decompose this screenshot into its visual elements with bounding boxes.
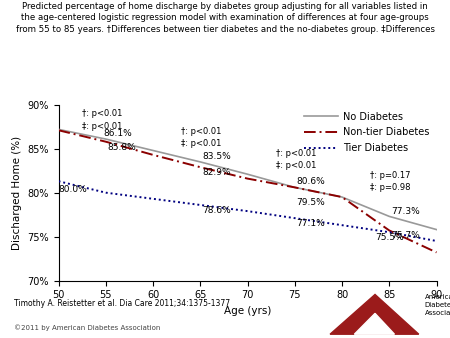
Legend: No Diabetes, Non-tier Diabetes, Tier Diabetes: No Diabetes, Non-tier Diabetes, Tier Dia… [302, 110, 432, 155]
Text: 82.9%: 82.9% [202, 168, 231, 177]
Text: 83.5%: 83.5% [202, 151, 231, 161]
Text: 77.1%: 77.1% [297, 219, 325, 228]
Text: 77.3%: 77.3% [391, 207, 420, 216]
No Diabetes [387, 214, 392, 218]
Tier Diabetes [434, 239, 439, 243]
Tier Diabetes [387, 230, 392, 234]
No Diabetes [150, 148, 156, 152]
Text: Predicted percentage of home discharge by diabetes group adjusting for all varia: Predicted percentage of home discharge b… [15, 2, 435, 34]
Polygon shape [330, 294, 419, 334]
No Diabetes [434, 227, 439, 232]
Tier Diabetes [150, 197, 156, 201]
Non-tier Diabetes [292, 185, 297, 189]
Text: †: p=0.17
‡: p=0.98: †: p=0.17 ‡: p=0.98 [370, 171, 411, 192]
Text: American
Diabetes
Association.: American Diabetes Association. [425, 294, 450, 316]
Text: 80.6%: 80.6% [297, 177, 325, 186]
No Diabetes [292, 185, 297, 189]
Non-tier Diabetes [387, 228, 392, 233]
Text: 79.5%: 79.5% [297, 198, 325, 207]
Tier Diabetes [198, 203, 203, 207]
Tier Diabetes [103, 191, 108, 195]
Non-tier Diabetes [103, 140, 108, 144]
Non-tier Diabetes [434, 250, 439, 255]
Text: 75.7%: 75.7% [391, 231, 420, 240]
Non-tier Diabetes [56, 128, 61, 132]
Text: 75.5%: 75.5% [375, 233, 404, 242]
Non-tier Diabetes [150, 153, 156, 157]
Tier Diabetes [339, 223, 345, 227]
Text: 78.6%: 78.6% [202, 206, 231, 215]
Tier Diabetes [245, 209, 250, 213]
No Diabetes [56, 127, 61, 131]
Text: †: p<0.01
‡: p<0.01: †: p<0.01 ‡: p<0.01 [276, 149, 316, 170]
X-axis label: Age (yrs): Age (yrs) [224, 306, 271, 316]
Text: †: p<0.01
‡: p<0.01: †: p<0.01 ‡: p<0.01 [181, 127, 222, 148]
Text: ©2011 by American Diabetes Association: ©2011 by American Diabetes Association [14, 324, 160, 331]
Text: 80.0%: 80.0% [58, 185, 87, 194]
Non-tier Diabetes [198, 165, 203, 169]
Line: Tier Diabetes: Tier Diabetes [58, 181, 436, 241]
Line: No Diabetes: No Diabetes [58, 129, 436, 230]
Polygon shape [355, 313, 395, 334]
Text: 86.1%: 86.1% [103, 129, 132, 138]
Non-tier Diabetes [245, 176, 250, 180]
Line: Non-tier Diabetes: Non-tier Diabetes [58, 130, 436, 252]
Non-tier Diabetes [339, 195, 345, 199]
No Diabetes [245, 172, 250, 176]
No Diabetes [339, 195, 345, 199]
No Diabetes [198, 160, 203, 164]
No Diabetes [103, 137, 108, 141]
Tier Diabetes [56, 179, 61, 183]
Text: Timothy A. Reistetter et al. Dia Care 2011;34:1375-1377: Timothy A. Reistetter et al. Dia Care 20… [14, 299, 230, 308]
Y-axis label: Discharged Home (%): Discharged Home (%) [12, 136, 22, 250]
Text: 85.8%: 85.8% [108, 143, 136, 151]
Tier Diabetes [292, 216, 297, 220]
Text: †: p<0.01
‡: p<0.01: †: p<0.01 ‡: p<0.01 [82, 109, 122, 131]
